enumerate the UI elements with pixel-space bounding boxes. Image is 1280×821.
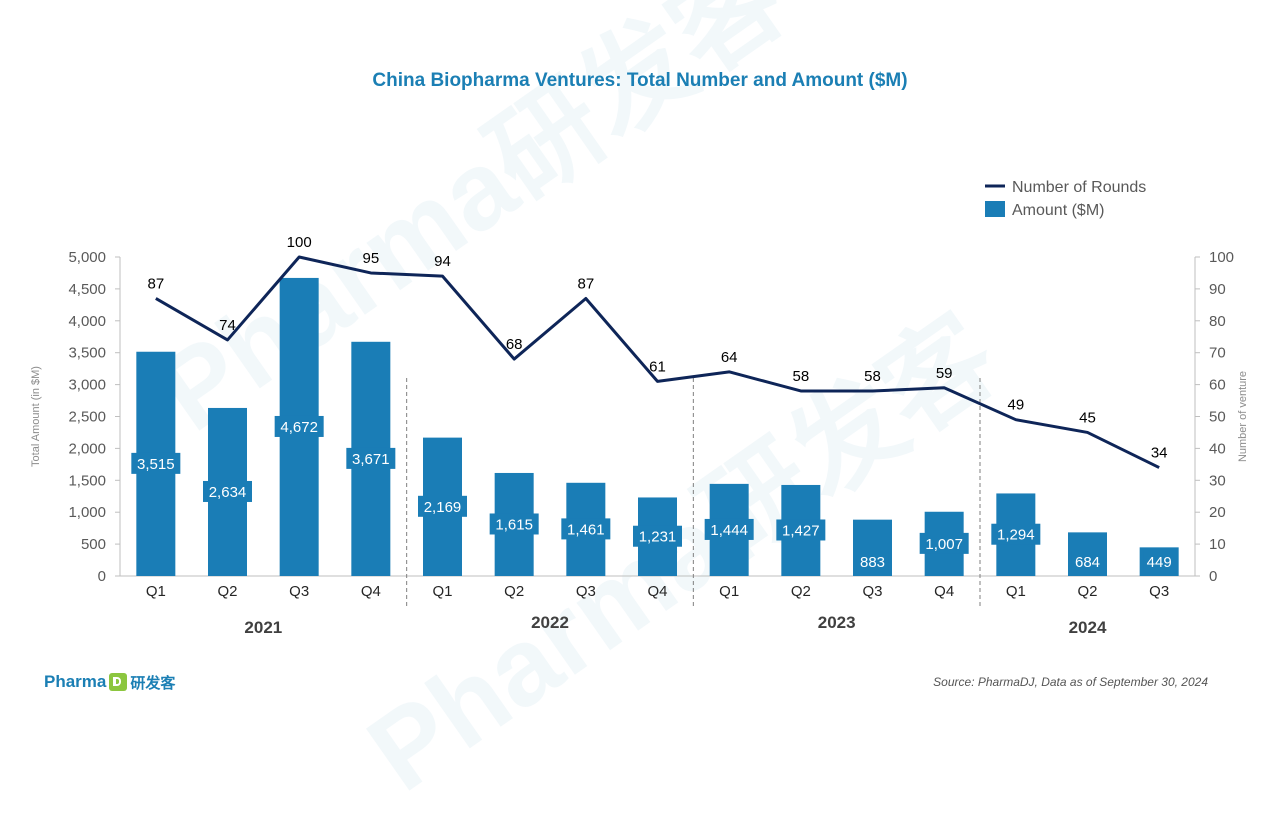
y2-tick-label: 80 xyxy=(1209,313,1226,330)
x-tick-label: Q1 xyxy=(719,583,739,600)
y-tick-label: 500 xyxy=(81,536,106,553)
logo-cn-text: 研发客 xyxy=(130,673,176,692)
bar-value-label: 4,672 xyxy=(280,419,318,436)
y2-axis-title: Number of venture xyxy=(1237,371,1249,462)
bar-label-box xyxy=(346,447,396,469)
bar-label-box xyxy=(704,518,754,540)
x-tick-label: Q4 xyxy=(934,583,954,600)
line-value-label: 45 xyxy=(1079,409,1096,426)
bar-label-box xyxy=(561,518,611,540)
line-value-label: 59 xyxy=(936,365,953,382)
bar-label-box xyxy=(856,551,889,572)
line-value-label: 87 xyxy=(147,275,164,292)
line-value-label: 95 xyxy=(362,250,379,267)
x-tick-label: Q1 xyxy=(146,583,166,600)
bar-label-box xyxy=(489,513,539,535)
bar-value-label: 3,515 xyxy=(137,456,175,473)
x-tick-label: Q2 xyxy=(791,583,811,600)
chart: 05001,0001,5002,0002,5003,0003,5004,0004… xyxy=(30,179,1249,637)
x-tick-label: Q4 xyxy=(647,583,667,600)
line-value-label: 34 xyxy=(1151,445,1168,462)
logo-text: Pharma xyxy=(44,672,107,691)
y2-tick-label: 30 xyxy=(1209,472,1226,489)
chart-title: China Biopharma Ventures: Total Number a… xyxy=(372,70,908,91)
bar-label-box xyxy=(274,415,324,437)
bar-value-label: 1,444 xyxy=(710,522,748,539)
y-axis-title: Total Amount (in $M) xyxy=(30,366,42,467)
x-tick-label: Q2 xyxy=(1077,583,1097,600)
bar-value-label: 2,169 xyxy=(424,499,462,516)
bar-label-box xyxy=(418,495,467,517)
y-tick-label: 2,500 xyxy=(68,409,106,426)
y-tick-label: 4,000 xyxy=(68,313,106,330)
y-tick-label: 1,500 xyxy=(68,472,106,489)
x-tick-label: Q2 xyxy=(217,583,237,600)
y-tick-label: 0 xyxy=(98,568,106,585)
line-value-label: 100 xyxy=(287,234,312,251)
source-note: Source: PharmaDJ, Data as of September 3… xyxy=(933,675,1208,689)
line-value-label: 64 xyxy=(721,349,738,366)
line-value-label: 58 xyxy=(792,368,809,385)
bar-label-box xyxy=(776,519,826,541)
bar-value-label: 1,427 xyxy=(782,522,820,539)
y2-tick-label: 90 xyxy=(1209,281,1226,298)
y-tick-label: 1,000 xyxy=(68,504,106,521)
x-tick-label: Q1 xyxy=(432,583,452,600)
logo: Pharma 研发客 xyxy=(44,670,175,694)
y-tick-label: 5,000 xyxy=(68,249,106,266)
x-tick-label: Q2 xyxy=(504,583,524,600)
bar-value-label: 883 xyxy=(860,554,885,571)
group-label: 2022 xyxy=(531,613,569,632)
line-value-label: 61 xyxy=(649,358,666,375)
x-tick-label: Q1 xyxy=(1006,583,1026,600)
bar-label-box xyxy=(633,525,682,547)
group-label: 2021 xyxy=(244,618,282,637)
x-tick-label: Q3 xyxy=(1149,583,1169,600)
bar-value-label: 3,671 xyxy=(352,451,390,468)
y2-tick-label: 100 xyxy=(1209,249,1234,266)
line-value-label: 68 xyxy=(506,336,523,353)
y2-tick-label: 70 xyxy=(1209,345,1226,362)
legend-label: Number of Rounds xyxy=(1012,179,1146,196)
bar-value-label: 1,231 xyxy=(639,529,677,546)
line-value-label: 49 xyxy=(1007,397,1024,414)
y2-tick-label: 0 xyxy=(1209,568,1217,585)
line-value-label: 94 xyxy=(434,253,451,270)
line-value-label: 58 xyxy=(864,368,881,385)
bar-label-box xyxy=(203,480,252,502)
bar-value-label: 1,461 xyxy=(567,521,605,538)
y-tick-label: 3,000 xyxy=(68,377,106,394)
bar-value-label: 449 xyxy=(1147,554,1172,571)
bar-label-box xyxy=(1143,551,1176,572)
y-tick-label: 3,500 xyxy=(68,345,106,362)
bar-value-label: 1,294 xyxy=(997,527,1035,544)
logo-mark-icon xyxy=(109,673,128,691)
line-value-label: 87 xyxy=(577,275,594,292)
y2-tick-label: 40 xyxy=(1209,440,1226,457)
bar-value-label: 2,634 xyxy=(209,484,247,501)
group-label: 2024 xyxy=(1069,618,1107,637)
bar-label-box xyxy=(1071,551,1104,572)
y-tick-label: 2,000 xyxy=(68,440,106,457)
y2-tick-label: 10 xyxy=(1209,536,1226,553)
line-value-label: 74 xyxy=(219,317,236,334)
x-tick-label: Q3 xyxy=(862,583,882,600)
x-tick-label: Q3 xyxy=(576,583,596,600)
bar-value-label: 1,615 xyxy=(495,516,533,533)
y2-tick-label: 60 xyxy=(1209,377,1226,394)
bar-value-label: 1,007 xyxy=(925,536,963,553)
x-tick-label: Q3 xyxy=(289,583,309,600)
x-tick-label: Q4 xyxy=(361,583,381,600)
group-label: 2023 xyxy=(818,613,856,632)
bar-value-label: 684 xyxy=(1075,554,1100,571)
legend-bar-swatch xyxy=(985,201,1005,217)
bar-label-box xyxy=(991,523,1041,545)
line-series xyxy=(155,255,1160,469)
bar-label-box xyxy=(131,452,181,474)
y2-tick-label: 20 xyxy=(1209,504,1226,521)
y-tick-label: 4,500 xyxy=(68,281,106,298)
legend-label: Amount ($M) xyxy=(1012,202,1104,219)
bar-label-box xyxy=(919,532,969,554)
y2-tick-label: 50 xyxy=(1209,409,1226,426)
